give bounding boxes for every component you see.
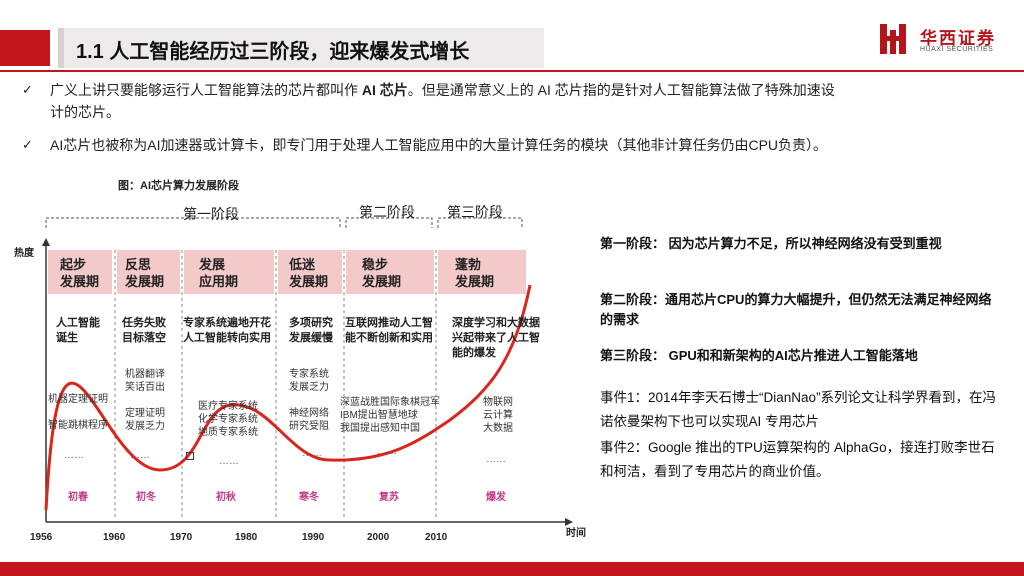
year-tick: 1990 bbox=[302, 532, 325, 543]
header-divider bbox=[0, 70, 1024, 72]
year-tick: 2010 bbox=[425, 532, 448, 543]
event-main: 多项研究 发展缓慢 bbox=[289, 317, 333, 344]
phase-box bbox=[438, 250, 526, 294]
event-main: 任务失败 目标落空 bbox=[122, 317, 166, 344]
ellipsis: …… bbox=[302, 448, 322, 459]
bullet-1-text: 广义上讲只要能够运行人工智能算法的芯片都叫作 bbox=[50, 82, 362, 98]
check-icon: ✓ bbox=[22, 82, 33, 97]
bullet-1-line2: 计的芯片。 bbox=[50, 104, 120, 120]
year-tick: 1970 bbox=[170, 532, 193, 543]
event-sub: 机器翻译 笑话百出 定理证明 发展乏力 bbox=[125, 369, 165, 432]
phase-box bbox=[117, 250, 180, 294]
event-main: 人工智能 诞生 bbox=[56, 317, 100, 344]
bullet-2: ✓ AI芯片也被称为AI加速器或计算卡，即专门用于处理人工智能应用中的大量计算任… bbox=[22, 134, 1002, 156]
ellipsis: …… bbox=[64, 450, 84, 461]
event-1-desc: 事件1：2014年李天石博士“DianNao”系列论文让科学界看到，在冯诺依曼架… bbox=[600, 390, 997, 429]
stage-3-label: 第三阶段 bbox=[447, 204, 503, 220]
figure-title: 图：AI芯片算力发展阶段 bbox=[118, 180, 239, 192]
event-sub: 机器定理证明 智能跳棋程序 bbox=[48, 394, 108, 431]
stage-2-label: 第二阶段 bbox=[359, 204, 415, 220]
ellipsis: …… bbox=[219, 456, 239, 467]
ellipsis: …… bbox=[130, 450, 150, 461]
stage-2-desc: 第二阶段：通用芯片CPU的算力大幅提升，但仍然无法满足神经网络的需求 bbox=[600, 292, 992, 327]
page-title: 1.1 人工智能经历过三阶段，迎来爆发式增长 bbox=[76, 41, 470, 63]
page-title-box: 1.1 人工智能经历过三阶段，迎来爆发式增长 bbox=[58, 28, 544, 68]
phase-label: 发展 应用期 bbox=[199, 257, 239, 289]
ellipsis: …… bbox=[486, 454, 506, 465]
phase-box bbox=[278, 250, 342, 294]
phase-box bbox=[346, 250, 434, 294]
year-tick: 2000 bbox=[367, 532, 390, 543]
event-sub: 物联网 云计算 大数据 bbox=[483, 397, 513, 434]
season-label: 复苏 bbox=[379, 492, 399, 503]
phase-label: 起步 发展期 bbox=[60, 257, 100, 289]
season-label: 初春 bbox=[68, 492, 88, 503]
ellipsis: …… bbox=[377, 446, 397, 457]
phase-label: 低迷 发展期 bbox=[289, 257, 329, 289]
phase-label: 稳步 发展期 bbox=[362, 257, 402, 289]
company-logo: 华西证券 HUAXI SECURITIES bbox=[880, 22, 1020, 62]
bullet-1: ✓ 广义上讲只要能够运行人工智能算法的芯片都叫作 AI 芯片。但是通常意义上的 … bbox=[22, 79, 982, 125]
small-square-marker bbox=[186, 452, 194, 460]
event-main: 互联网推动人工智 能不断创新和实用 bbox=[345, 317, 433, 344]
stage-1-desc: 第一阶段： 因为芯片算力不足，所以神经网络没有受到重视 bbox=[600, 236, 942, 251]
footer-band bbox=[0, 562, 1024, 576]
season-label: 寒冬 bbox=[299, 492, 319, 503]
phase-box bbox=[48, 250, 112, 294]
header-accent-band bbox=[0, 30, 50, 66]
stage-1-label: 第一阶段 bbox=[183, 206, 239, 222]
year-tick: 1956 bbox=[30, 532, 53, 543]
logo-text-en: HUAXI SECURITIES bbox=[920, 46, 994, 53]
season-label: 爆发 bbox=[486, 492, 506, 503]
event-main: 专家系统遍地开花 人工智能转向实用 bbox=[183, 317, 271, 344]
event-main: 深度学习和大数据 兴起带来了人工智 能的爆发 bbox=[452, 317, 540, 359]
year-tick: 1980 bbox=[235, 532, 258, 543]
bullet-1-text-cont: 。但是通常意义上的 AI 芯片指的是针对人工智能算法做了特殊加速设 bbox=[407, 82, 835, 98]
bullet-1-bold: AI 芯片 bbox=[361, 82, 408, 98]
x-axis-label: 时间 bbox=[566, 528, 586, 539]
event-sub: 深蓝战胜国际象棋冠军 IBM提出智慧地球 我国提出感知中国 bbox=[340, 397, 440, 434]
bullet-2-text: AI芯片也被称为AI加速器或计算卡，即专门用于处理人工智能应用中的大量计算任务的… bbox=[50, 137, 828, 153]
stage-3-desc: 第三阶段： GPU和和新架构的AI芯片推进人工智能落地 bbox=[600, 348, 918, 363]
huaxi-logo-icon bbox=[880, 24, 906, 54]
season-label: 初冬 bbox=[136, 492, 156, 503]
event-2-desc: 事件2：Google 推出的TPU运算架构的 AlphaGo，接连打败李世石和柯… bbox=[600, 440, 995, 479]
check-icon: ✓ bbox=[22, 137, 33, 152]
season-label: 初秋 bbox=[216, 492, 236, 503]
phase-label: 反思 发展期 bbox=[125, 257, 165, 289]
year-tick: 1960 bbox=[103, 532, 126, 543]
phase-label: 蓬勃 发展期 bbox=[455, 257, 495, 289]
logo-text-cn: 华西证券 bbox=[920, 29, 996, 48]
y-axis-label: 热度 bbox=[14, 248, 34, 259]
event-sub: 专家系统 发展乏力 神经网络 研究受阻 bbox=[289, 369, 329, 432]
trend-curve bbox=[44, 284, 532, 511]
phase-box bbox=[184, 250, 274, 294]
event-sub: 医疗专家系统 化学专家系统 地质专家系统 bbox=[198, 401, 258, 438]
